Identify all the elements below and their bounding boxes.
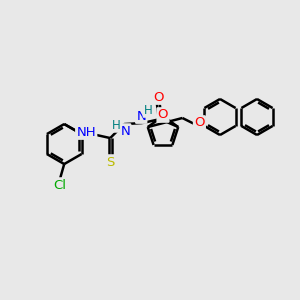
Text: N: N: [120, 124, 130, 138]
Text: O: O: [153, 91, 164, 103]
Text: H: H: [144, 103, 153, 117]
Text: N: N: [136, 110, 146, 123]
Text: Cl: Cl: [54, 178, 67, 192]
Text: O: O: [194, 116, 205, 130]
Text: O: O: [158, 109, 168, 122]
Text: S: S: [106, 156, 114, 169]
Text: NH: NH: [76, 126, 96, 139]
Text: H: H: [112, 118, 121, 132]
